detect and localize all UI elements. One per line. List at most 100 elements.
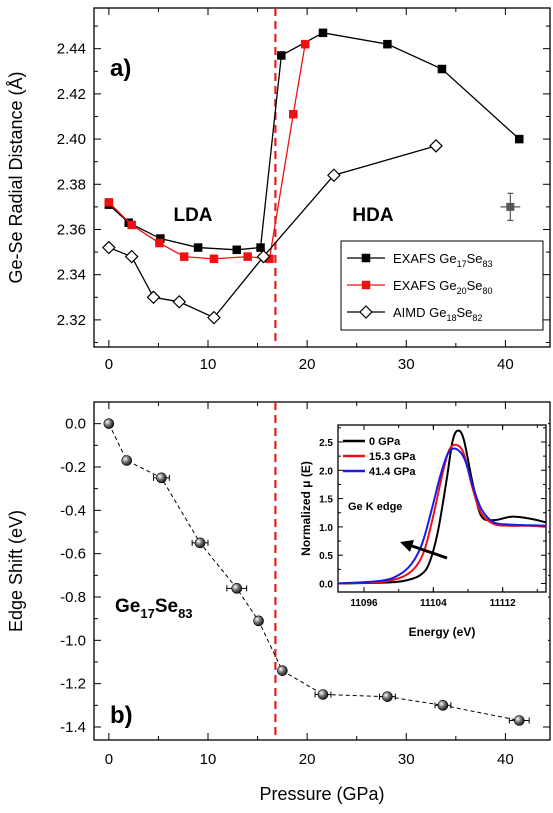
inset-curve-2 bbox=[337, 447, 547, 585]
inset-plot-frame bbox=[337, 424, 547, 593]
b-data-point bbox=[437, 700, 449, 711]
a-region-label-hda: HDA bbox=[352, 205, 393, 226]
a-legend-label-sub1: 17 bbox=[457, 259, 467, 269]
a-data-point bbox=[289, 109, 298, 119]
inset-legend-label: 0 GPa bbox=[369, 436, 401, 448]
a-data-point bbox=[318, 28, 328, 38]
b-data-point bbox=[277, 665, 288, 676]
b-plot-frame bbox=[93, 401, 551, 741]
a-x-tick-label: 30 bbox=[398, 356, 415, 373]
a-data-point bbox=[437, 64, 447, 74]
inset-y-tick-label: 1.0 bbox=[319, 523, 333, 534]
b-sample-label-sub2: 83 bbox=[178, 606, 192, 621]
b-y-tick-label: -0.4 bbox=[60, 502, 86, 519]
inset-curve-1 bbox=[337, 443, 547, 585]
a-legend-marker bbox=[359, 305, 373, 319]
b-y-tick-label: -0.8 bbox=[60, 589, 86, 606]
b-data-point bbox=[156, 472, 167, 484]
a-legend-label: AIMD Ge18Se82 bbox=[393, 305, 482, 323]
inset-y-axis-title: Normalized μ (E) bbox=[299, 461, 313, 556]
b-x-tick-label: 40 bbox=[497, 751, 514, 768]
b-x-tick-label: 10 bbox=[200, 751, 217, 768]
a-region-label-lda: LDA bbox=[173, 205, 212, 226]
inset-legend-label: 41.4 GPa bbox=[369, 466, 416, 478]
a-legend-label-base: EXAFS Ge bbox=[393, 278, 457, 293]
a-series-0 bbox=[104, 28, 524, 255]
inset-x-axis-title: Energy (eV) bbox=[409, 625, 476, 639]
a-legend-label: EXAFS Ge20Se80 bbox=[393, 278, 493, 296]
b-x-tick-label: 30 bbox=[398, 751, 415, 768]
a-x-tick-label: 0 bbox=[105, 356, 113, 373]
b-y-tick-label: -1.2 bbox=[60, 676, 86, 693]
a-y-tick-label: 2.32 bbox=[57, 312, 86, 329]
inset-x-tick-label: 11104 bbox=[420, 598, 447, 609]
b-y-axis-title: Edge Shift (eV) bbox=[6, 510, 26, 632]
b-sample-label-sub1: 17 bbox=[140, 606, 154, 621]
a-legend-marker bbox=[361, 280, 371, 290]
a-y-tick-label: 2.36 bbox=[57, 221, 86, 238]
a-series-line bbox=[108, 32, 520, 251]
inset-curve-0 bbox=[337, 429, 547, 585]
b-x-tick-label: 0 bbox=[105, 751, 113, 768]
a-data-point bbox=[300, 39, 310, 49]
b-data-point bbox=[231, 583, 243, 594]
a-panel-label: a) bbox=[110, 55, 131, 82]
a-x-tick-label: 10 bbox=[200, 356, 217, 373]
a-data-point bbox=[232, 245, 241, 255]
b-data-point bbox=[103, 418, 115, 429]
a-data-point bbox=[256, 249, 271, 264]
panel-a: 0 10 20 30 40 2.32 2.34 2.36 2.38 2.40 2.42 2.44 Ge-… bbox=[6, 7, 551, 373]
a-data-point bbox=[102, 240, 116, 255]
a-data-point bbox=[243, 252, 252, 261]
a-legend-marker bbox=[361, 253, 371, 263]
b-data-point bbox=[513, 715, 525, 726]
a-data-point bbox=[429, 139, 443, 153]
a-plot-frame bbox=[93, 7, 551, 348]
a-data-point bbox=[193, 243, 203, 252]
b-sample-label-base: Ge bbox=[115, 596, 140, 617]
inset-y-tick-label: 0.5 bbox=[319, 551, 333, 562]
b-x-tick-label: 20 bbox=[299, 751, 316, 768]
a-data-point bbox=[207, 310, 221, 325]
a-x-tick-label: 40 bbox=[497, 356, 514, 373]
a-legend-label-mid: Se bbox=[467, 251, 483, 266]
a-data-point bbox=[124, 249, 139, 264]
inset-x-tick-label: 11112 bbox=[490, 598, 517, 609]
b-y-tick-label: -0.2 bbox=[60, 459, 86, 476]
a-legend-label-mid: Se bbox=[456, 305, 472, 320]
inset-annotation: Ge K edge bbox=[348, 501, 402, 513]
b-y-tick-label: -1.0 bbox=[60, 632, 86, 649]
a-data-point bbox=[515, 134, 524, 144]
b-data-point bbox=[382, 691, 393, 702]
inset-y-tick-label: 0.0 bbox=[319, 580, 333, 591]
b-y-tick-label: 0.0 bbox=[65, 416, 86, 433]
a-series-2 bbox=[102, 139, 443, 325]
a-legend-label-base: AIMD Ge bbox=[393, 305, 446, 320]
b-sample-label-mid: Se bbox=[155, 596, 178, 617]
a-y-tick-label: 2.42 bbox=[57, 86, 86, 103]
a-legend-label-sub1: 18 bbox=[446, 313, 456, 323]
inset-legend-label: 15.3 GPa bbox=[369, 451, 416, 463]
inset-panel: 11096 11104 11112 0.0 0.5 1.0 1.5 2.0 2.5 Normali… bbox=[299, 420, 548, 650]
a-data-point bbox=[209, 254, 219, 264]
a-y-axis-title: Ge-Se Radial Distance (Å) bbox=[6, 71, 26, 283]
a-x-tick-label: 20 bbox=[299, 356, 316, 373]
a-data-point bbox=[155, 238, 164, 248]
a-data-point bbox=[277, 51, 286, 60]
a-legend-label-base: EXAFS Ge bbox=[393, 251, 457, 266]
a-y-tick-label: 2.40 bbox=[57, 131, 86, 148]
a-data-point bbox=[104, 198, 114, 207]
b-panel-label: b) bbox=[110, 702, 133, 729]
a-legend-label-sub2: 83 bbox=[483, 259, 493, 269]
b-sample-label: Ge17Se83 bbox=[115, 596, 193, 621]
b-data-point bbox=[317, 689, 329, 700]
inset-y-tick-label: 1.5 bbox=[319, 495, 333, 506]
a-data-point bbox=[327, 168, 341, 183]
a-data-point bbox=[127, 220, 136, 230]
a-data-point bbox=[146, 290, 161, 305]
a-y-tick-label: 2.34 bbox=[57, 267, 86, 284]
a-data-point bbox=[256, 243, 265, 252]
b-data-point bbox=[121, 455, 133, 466]
